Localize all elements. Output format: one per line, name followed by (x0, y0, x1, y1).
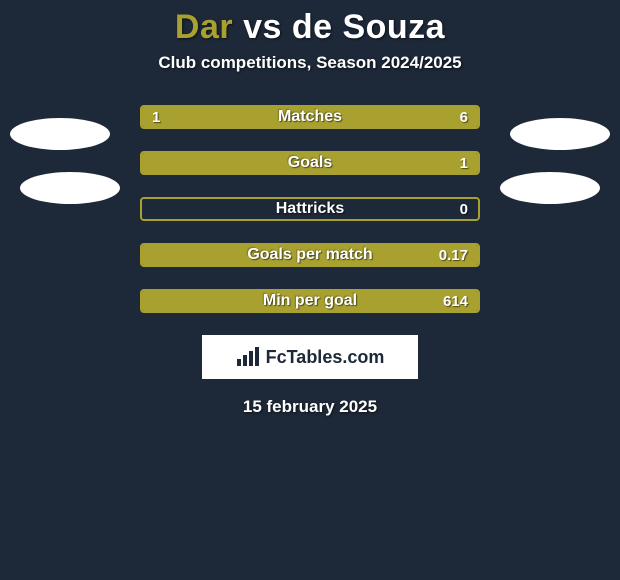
player1-logo-2 (20, 172, 120, 204)
stat-bar-right-value: 0 (460, 199, 468, 219)
stat-bar-label: Hattricks (142, 199, 478, 219)
stat-bar-label: Goals per match (142, 245, 478, 265)
stat-bar: Goals per match0.17 (140, 243, 480, 267)
stat-bar: Matches1 6 (140, 105, 480, 129)
page-title: Dar vs de Souza (0, 8, 620, 47)
stat-bar-label: Goals (142, 153, 478, 173)
brand-badge: FcTables.com (202, 335, 418, 379)
stat-bar-right-value: 6 (460, 107, 468, 127)
stat-bar-right-value: 0.17 (439, 245, 468, 265)
player1-logo-1 (10, 118, 110, 150)
stat-bar-right-value: 614 (443, 291, 468, 311)
subtitle: Club competitions, Season 2024/2025 (0, 53, 620, 73)
brand-text: FcTables.com (266, 347, 385, 368)
infographic-root: Dar vs de Souza Club competitions, Seaso… (0, 0, 620, 580)
title-vs: vs (243, 8, 282, 46)
title-player1: Dar (175, 8, 233, 46)
stat-bar: Goals1 (140, 151, 480, 175)
bar-chart-icon (236, 347, 260, 367)
stat-bar-left-value: 1 (152, 107, 160, 127)
stat-bar-label: Matches (142, 107, 478, 127)
player2-logo-1 (510, 118, 610, 150)
player2-logo-2 (500, 172, 600, 204)
date-text: 15 february 2025 (0, 397, 620, 417)
stat-bar: Min per goal614 (140, 289, 480, 313)
stat-bar: Hattricks0 (140, 197, 480, 221)
title-player2: de Souza (292, 8, 445, 46)
stat-bar-right-value: 1 (460, 153, 468, 173)
stat-bar-label: Min per goal (142, 291, 478, 311)
